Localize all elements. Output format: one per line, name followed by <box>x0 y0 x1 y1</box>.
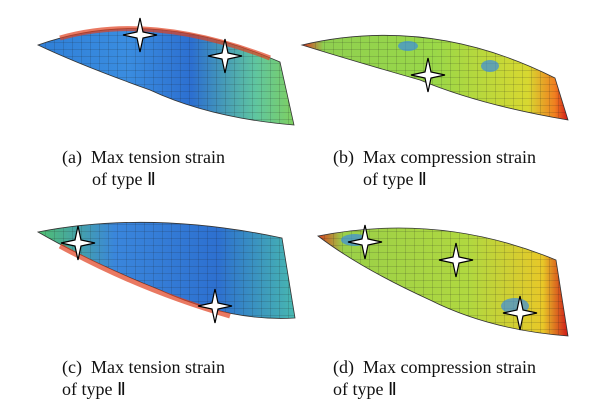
panel-d-image <box>318 225 568 336</box>
panel-c-image <box>38 222 295 323</box>
caption-line: of type Ⅱ <box>333 169 427 189</box>
caption-line: Max compression strain <box>363 147 536 167</box>
caption-line: Max compression strain <box>363 357 536 377</box>
label: (a) <box>62 147 82 167</box>
illustrations <box>0 0 607 401</box>
caption-line: of type Ⅱ <box>62 379 126 399</box>
caption-line: Max tension strain <box>91 147 225 167</box>
figure: (a) Max tension strainof type Ⅱ (b) Max … <box>0 0 607 401</box>
caption-line: of type Ⅱ <box>333 379 397 399</box>
caption-line: Max tension strain <box>91 357 225 377</box>
label: (d) <box>333 357 354 377</box>
caption-line: of type Ⅱ <box>62 169 156 189</box>
label: (b) <box>333 147 354 167</box>
panel-b-image <box>302 35 568 120</box>
label: (c) <box>62 357 82 377</box>
panel-a-image <box>38 18 294 125</box>
